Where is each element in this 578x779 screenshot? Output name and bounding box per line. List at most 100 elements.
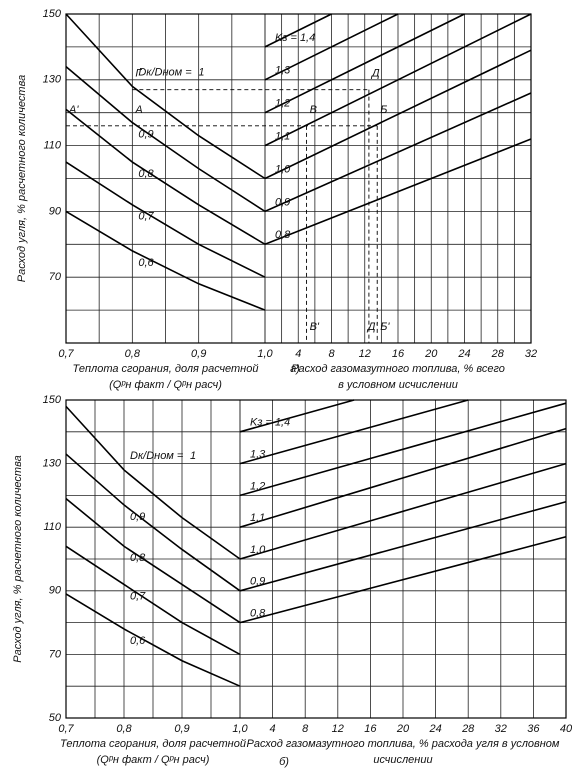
plot-frame (65, 399, 567, 719)
panel-label: а) (290, 363, 300, 375)
y-tick-label: 130 (43, 74, 62, 86)
x-axis-label: Теплота сгорания, доля расчетной (73, 363, 259, 375)
series-label: 1,2 (275, 98, 290, 110)
series-title: Dк/Dном = (130, 450, 184, 462)
y-tick-label: 110 (43, 521, 61, 533)
series-label: 1,2 (250, 480, 265, 492)
plot-frame (65, 13, 532, 344)
x-tick-label: 32 (495, 723, 507, 735)
curve (264, 49, 532, 180)
series-label: 0,8 (138, 168, 154, 180)
x-tick-label: 28 (461, 723, 475, 735)
x-tick-label: 1,0 (232, 723, 248, 735)
curve (264, 138, 532, 246)
x-tick-label: 0,7 (58, 723, 74, 735)
x-tick-label: 0,8 (116, 723, 132, 735)
curve (65, 13, 266, 180)
series-title: Dк/Dном = (138, 66, 192, 78)
y-tick-label: 130 (43, 458, 62, 470)
y-axis-label: Расход угля, % расчетного количества (12, 455, 24, 662)
series-label: 0,8 (250, 608, 266, 620)
series-label: 0,7 (130, 590, 146, 602)
curve (65, 497, 241, 624)
annotation: A' (68, 104, 79, 116)
x-tick-label: 4 (270, 723, 276, 735)
series-title: Kз = (275, 32, 298, 44)
x-tick-label: 8 (328, 348, 335, 360)
annotation: Д (370, 68, 380, 80)
x-tick-label: 28 (491, 348, 505, 360)
x-tick-label: 16 (392, 348, 405, 360)
annotation: Б (380, 104, 387, 116)
x-tick-label: 0,9 (174, 723, 189, 735)
curve (65, 453, 241, 592)
x-axis-label: Теплота сгорания, доля расчетной (60, 738, 246, 750)
curve (65, 66, 266, 213)
x-tick-label: 20 (396, 723, 410, 735)
curve (264, 13, 465, 114)
series-label: 0,6 (138, 257, 154, 269)
series-label: 1,3 (275, 65, 291, 77)
y-tick-label: 90 (49, 205, 62, 217)
y-tick-label: 70 (49, 271, 62, 283)
x-tick-label: 0,7 (58, 348, 74, 360)
y-axis-label: Расход угля, % расчетного количества (16, 75, 28, 282)
x-tick-label: 0,9 (191, 348, 206, 360)
annotation: Д' (366, 321, 379, 333)
x-tick-label: 12 (359, 348, 371, 360)
x-tick-label: 4 (295, 348, 301, 360)
series-label: 1 (198, 66, 204, 78)
x-tick-label: 20 (424, 348, 438, 360)
y-tick-label: 150 (43, 394, 62, 406)
x-tick-label: 16 (364, 723, 377, 735)
curve (65, 593, 241, 687)
x-tick-label: 36 (527, 723, 540, 735)
series-label: 1,4 (275, 417, 290, 429)
series-label: 0,8 (130, 552, 146, 564)
x-tick-label: 24 (428, 723, 441, 735)
series-label: 1 (190, 450, 196, 462)
series-label: 1,3 (250, 449, 266, 461)
series-label: 1,0 (250, 544, 266, 556)
curve (264, 13, 399, 81)
x-tick-label: 8 (302, 723, 309, 735)
curve (65, 545, 241, 656)
x-axis-label: (Qᵖн факт / Qᵖн расч) (109, 379, 222, 391)
series-label: 1,4 (300, 32, 315, 44)
y-tick-label: 150 (43, 8, 62, 20)
annotation: В (310, 104, 317, 116)
series-label: 0,9 (138, 128, 153, 140)
curve (65, 210, 266, 311)
y-tick-label: 50 (49, 712, 62, 724)
curve (65, 161, 266, 278)
annotation: Б' (380, 321, 390, 333)
panel-label: б) (279, 756, 289, 768)
y-tick-label: 90 (49, 585, 62, 597)
series-label: 1,0 (275, 163, 291, 175)
x-axis-label: (Qᵖн факт / Qᵖн расч) (97, 754, 210, 766)
series-label: 0,9 (275, 196, 290, 208)
annotation: Г (135, 68, 142, 80)
series-label: 1,1 (275, 131, 290, 143)
x-tick-label: 40 (560, 723, 573, 735)
curve (239, 427, 567, 528)
annotation: А (134, 104, 142, 116)
x-axis-label: исчислении (373, 754, 432, 766)
curve (65, 108, 266, 245)
x-tick-label: 32 (525, 348, 537, 360)
series-label: 0,7 (138, 211, 154, 223)
curve (239, 402, 567, 497)
curve (264, 13, 532, 147)
x-tick-label: 12 (332, 723, 344, 735)
curve (264, 13, 332, 48)
curve (239, 399, 469, 465)
x-tick-label: 0,8 (125, 348, 141, 360)
series-label: 0,9 (130, 511, 145, 523)
curve (65, 405, 241, 560)
x-axis-label: Расход газомазутного топлива, % расхода … (247, 738, 560, 750)
curve (239, 462, 567, 560)
x-tick-label: 1,0 (257, 348, 273, 360)
y-tick-label: 70 (49, 648, 62, 660)
